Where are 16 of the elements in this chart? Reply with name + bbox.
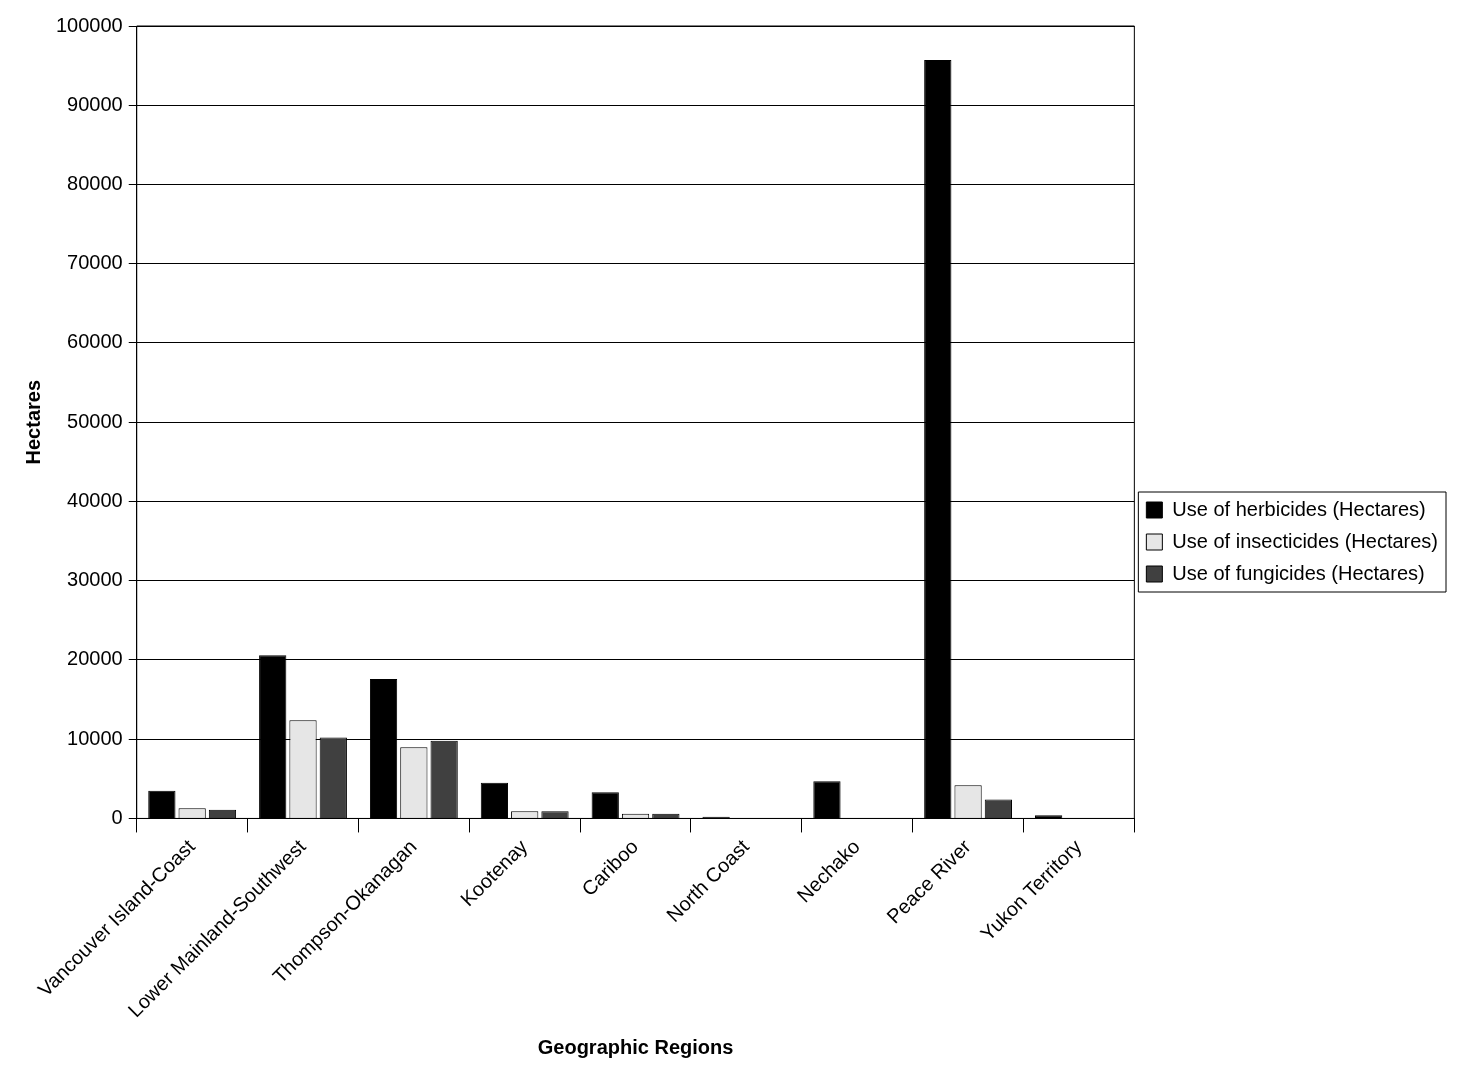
legend-label: Use of herbicides (Hectares) xyxy=(1172,497,1426,520)
y-tick-label: 20000 xyxy=(67,647,123,670)
y-tick-label: 10000 xyxy=(67,726,123,749)
y-axis-title: Hectares xyxy=(21,379,44,465)
y-tick-label: 50000 xyxy=(67,409,123,432)
y-tick-label: 90000 xyxy=(67,92,123,115)
y-tick-label: 80000 xyxy=(67,172,123,194)
legend-label: Use of insecticides (Hectares) xyxy=(1172,529,1439,552)
y-tick-label: 0 xyxy=(111,805,123,828)
y-tick-label: 100000 xyxy=(55,13,123,36)
y-tick-label: 30000 xyxy=(67,568,123,591)
y-tick-label: 70000 xyxy=(67,251,123,274)
legend-label: Use of fungicides (Hectares) xyxy=(1172,561,1425,584)
y-tick-label: 40000 xyxy=(67,488,123,511)
x-axis-title: Geographic Regions xyxy=(537,1035,734,1058)
y-tick-label: 60000 xyxy=(67,330,123,353)
